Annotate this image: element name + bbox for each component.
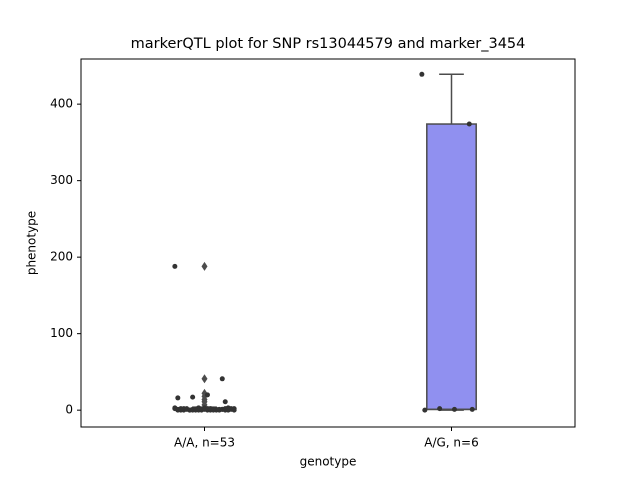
strip-point <box>466 121 472 127</box>
strip-point <box>204 392 210 398</box>
strip-point <box>437 406 443 412</box>
strip-point <box>175 395 181 401</box>
plot-frame <box>80 58 576 428</box>
strip-point <box>451 406 457 412</box>
strip-point <box>225 406 231 412</box>
outlier <box>201 261 208 271</box>
strip-point <box>190 394 196 400</box>
outlier <box>201 374 208 384</box>
strip-point <box>419 71 425 77</box>
y-tick-label: 300 <box>50 173 73 187</box>
y-tick-label: 400 <box>50 97 73 111</box>
strip-point <box>219 376 225 382</box>
strip-point <box>178 406 184 412</box>
strip-point <box>222 399 228 405</box>
strip-point <box>172 263 178 269</box>
strip-point <box>210 407 216 413</box>
strip-point <box>231 407 237 413</box>
strip-point <box>469 406 475 412</box>
y-tick-label: 100 <box>50 326 73 340</box>
x-axis-label: genotype <box>300 455 357 469</box>
x-tick-label: A/G, n=6 <box>424 436 478 450</box>
y-tick-label: 200 <box>50 250 73 264</box>
strip-point <box>193 407 199 413</box>
y-tick-label: 0 <box>65 403 73 417</box>
box <box>426 123 477 411</box>
x-tick-label: A/A, n=53 <box>174 436 235 450</box>
strip-point <box>422 407 428 413</box>
y-axis-label: phenotype <box>25 211 39 275</box>
chart-title: markerQTL plot for SNP rs13044579 and ma… <box>131 36 526 52</box>
